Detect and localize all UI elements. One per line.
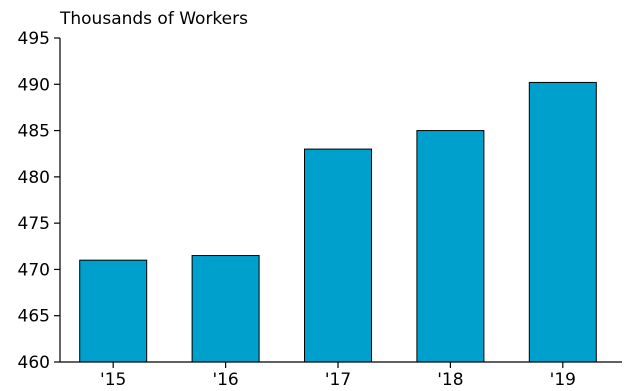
x-tick-label: '17	[325, 370, 351, 390]
y-tick-label: 495	[18, 29, 50, 49]
x-tick-label: '16	[212, 370, 238, 390]
x-tick-label: '18	[437, 370, 463, 390]
y-tick-label: 470	[18, 260, 50, 280]
axes-group	[59, 38, 622, 363]
y-ticks-group: 460 465 470 475 480 485 490 495	[18, 29, 60, 373]
y-tick-label: 480	[18, 168, 50, 188]
y-tick-label: 485	[18, 122, 50, 142]
y-tick-label: 460	[18, 353, 50, 373]
bar-3	[416, 130, 485, 363]
bar-1	[191, 255, 260, 363]
x-tick-label: '19	[550, 370, 576, 390]
bar-4	[528, 81, 597, 363]
bar-0	[79, 259, 148, 363]
bars-group	[79, 81, 597, 363]
bar-2	[304, 148, 372, 363]
y-tick-label: 490	[18, 75, 50, 95]
y-tick-label: 465	[18, 307, 50, 327]
x-tick-label: '15	[100, 370, 126, 390]
y-axis-label: Thousands of Workers	[59, 9, 248, 29]
y-tick-label: 475	[18, 214, 50, 234]
x-ticks-group: '15 '16 '17 '18 '19	[100, 362, 576, 390]
